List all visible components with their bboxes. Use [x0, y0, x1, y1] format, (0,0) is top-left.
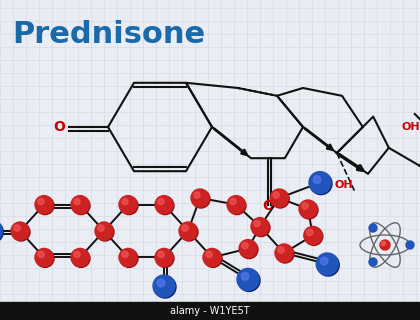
Circle shape: [154, 276, 176, 298]
Circle shape: [36, 196, 54, 215]
Circle shape: [278, 247, 284, 253]
Circle shape: [153, 275, 175, 297]
Circle shape: [254, 220, 260, 227]
Circle shape: [230, 198, 236, 205]
Circle shape: [72, 196, 90, 215]
Circle shape: [317, 254, 339, 276]
Circle shape: [273, 192, 279, 198]
Circle shape: [275, 244, 293, 262]
Circle shape: [71, 248, 89, 266]
Text: alamy - W1YE5T: alamy - W1YE5T: [170, 306, 250, 316]
Circle shape: [304, 227, 322, 244]
Circle shape: [180, 223, 198, 241]
Circle shape: [204, 249, 222, 268]
Circle shape: [155, 196, 173, 214]
Circle shape: [182, 225, 188, 231]
Circle shape: [98, 225, 104, 231]
Circle shape: [155, 248, 173, 266]
Circle shape: [237, 268, 259, 291]
Circle shape: [239, 240, 257, 258]
Circle shape: [192, 190, 210, 208]
Circle shape: [156, 249, 174, 268]
Bar: [70, 53, 350, 267]
Circle shape: [242, 243, 248, 249]
Circle shape: [74, 251, 80, 258]
Circle shape: [305, 228, 323, 245]
Circle shape: [238, 269, 260, 292]
Circle shape: [71, 196, 89, 214]
Circle shape: [72, 249, 90, 268]
Circle shape: [302, 203, 308, 209]
Circle shape: [158, 198, 164, 205]
Circle shape: [38, 198, 44, 205]
Circle shape: [191, 189, 209, 207]
Circle shape: [206, 251, 212, 258]
Circle shape: [299, 200, 317, 218]
Circle shape: [38, 251, 44, 258]
Circle shape: [380, 240, 390, 250]
Circle shape: [158, 251, 164, 258]
Text: OH: OH: [402, 122, 420, 132]
Circle shape: [157, 279, 165, 287]
Circle shape: [381, 242, 386, 245]
Circle shape: [406, 241, 414, 249]
Circle shape: [122, 251, 128, 258]
Circle shape: [252, 219, 270, 236]
Text: OH: OH: [334, 180, 353, 190]
Circle shape: [156, 196, 174, 215]
Circle shape: [11, 222, 29, 240]
Circle shape: [119, 196, 137, 214]
Circle shape: [228, 196, 246, 215]
Circle shape: [300, 201, 318, 219]
Circle shape: [179, 222, 197, 240]
Circle shape: [74, 198, 80, 205]
Circle shape: [240, 241, 258, 259]
Circle shape: [35, 248, 53, 266]
Circle shape: [309, 172, 331, 194]
Circle shape: [35, 196, 53, 214]
Circle shape: [12, 223, 30, 241]
Text: O: O: [262, 199, 274, 213]
Circle shape: [369, 224, 377, 232]
Bar: [0, 302, 420, 320]
Circle shape: [369, 258, 377, 266]
Circle shape: [313, 176, 321, 183]
Circle shape: [251, 218, 269, 236]
Circle shape: [270, 189, 288, 207]
Circle shape: [36, 249, 54, 268]
Circle shape: [122, 198, 128, 205]
Circle shape: [96, 223, 114, 241]
Circle shape: [307, 229, 313, 236]
Circle shape: [194, 192, 200, 198]
Circle shape: [0, 221, 3, 243]
Circle shape: [241, 273, 249, 280]
Text: O: O: [53, 120, 65, 134]
Circle shape: [95, 222, 113, 240]
Circle shape: [316, 253, 338, 275]
Circle shape: [119, 248, 137, 266]
Circle shape: [320, 257, 328, 265]
Bar: [35, 27, 385, 293]
Circle shape: [14, 225, 20, 231]
Circle shape: [276, 245, 294, 263]
Circle shape: [120, 249, 138, 268]
Circle shape: [0, 220, 2, 242]
Circle shape: [271, 190, 289, 208]
Text: Prednisone: Prednisone: [12, 20, 205, 49]
Circle shape: [203, 248, 221, 266]
Circle shape: [310, 172, 332, 195]
Circle shape: [227, 196, 245, 214]
Circle shape: [120, 196, 138, 215]
